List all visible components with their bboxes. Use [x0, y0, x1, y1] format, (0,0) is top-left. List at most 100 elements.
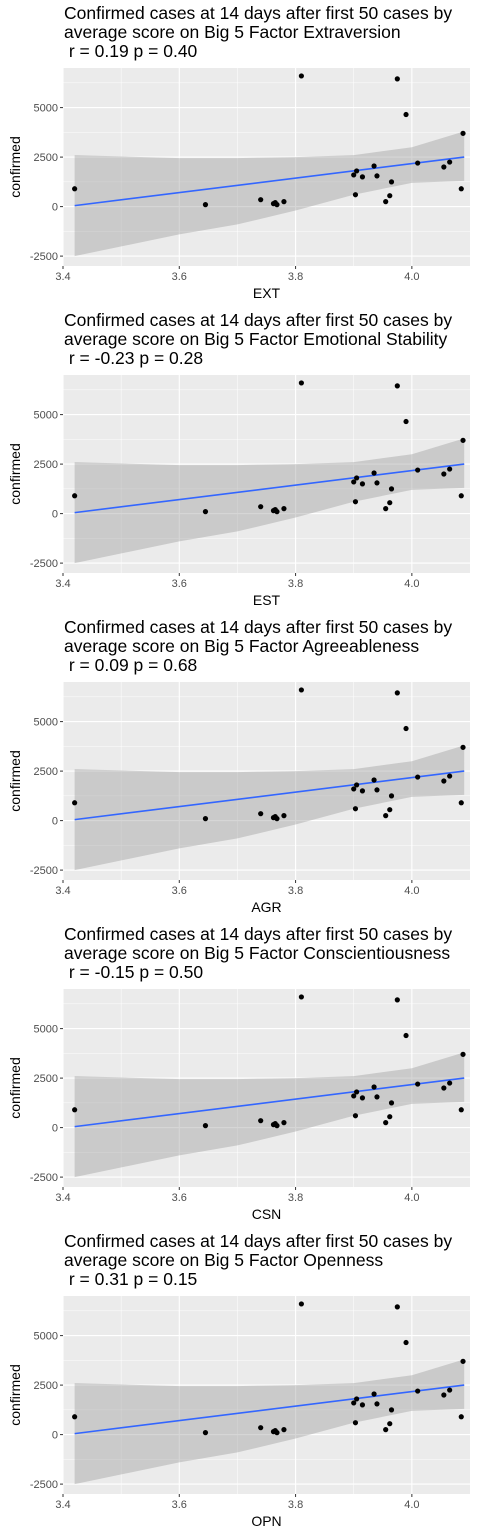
data-point — [354, 782, 359, 787]
x-tick-label: 3.4 — [55, 1192, 70, 1204]
data-point — [389, 1407, 394, 1412]
data-point — [459, 1414, 464, 1419]
x-tick-label: 3.4 — [55, 1499, 70, 1511]
data-point — [281, 199, 286, 204]
data-point — [460, 131, 465, 136]
x-tick-label: 4.0 — [404, 271, 419, 283]
y-tick-label: 2500 — [34, 766, 58, 778]
data-point — [299, 687, 304, 692]
y-tick-label: 0 — [52, 509, 58, 521]
data-point — [415, 1081, 420, 1086]
data-point — [459, 800, 464, 805]
data-point — [387, 500, 392, 505]
y-tick-label: 5000 — [34, 1331, 58, 1343]
data-point — [389, 793, 394, 798]
y-axis-title: confirmed — [7, 1364, 23, 1425]
data-point — [354, 475, 359, 480]
chart-panel-1: 3.4 3.6 3.8 4.0 -2500 0 2500 5000 EXT confirmed C… — [0, 0, 480, 307]
x-tick-label: 3.6 — [172, 885, 187, 897]
data-point — [389, 179, 394, 184]
chart-title: Confirmed cases at 14 days after first 5… — [64, 925, 478, 982]
data-point — [274, 1430, 279, 1435]
data-point — [360, 1402, 365, 1407]
data-point — [387, 193, 392, 198]
data-point — [374, 1401, 379, 1406]
data-point — [441, 164, 446, 169]
data-point — [415, 160, 420, 165]
data-point — [72, 800, 77, 805]
y-tick-label: 2500 — [34, 1380, 58, 1392]
data-point — [447, 1080, 452, 1085]
y-axis-title: confirmed — [7, 443, 23, 504]
data-point — [360, 1095, 365, 1100]
data-point — [403, 1340, 408, 1345]
data-point — [389, 486, 394, 491]
y-tick-label: 5000 — [34, 1024, 58, 1036]
data-point — [415, 1388, 420, 1393]
data-point — [274, 509, 279, 514]
data-point — [258, 504, 263, 509]
x-tick-label: 3.8 — [288, 885, 303, 897]
data-point — [441, 471, 446, 476]
data-point — [258, 811, 263, 816]
data-point — [360, 788, 365, 793]
chart-title: Confirmed cases at 14 days after first 5… — [64, 1232, 478, 1289]
data-point — [299, 1301, 304, 1306]
data-point — [395, 76, 400, 81]
data-point — [395, 690, 400, 695]
x-tick-label: 3.4 — [55, 578, 70, 590]
y-tick-label: 2500 — [34, 1073, 58, 1085]
x-tick-label: 3.8 — [288, 1192, 303, 1204]
y-tick-label: -2500 — [30, 865, 58, 877]
data-point — [203, 1123, 208, 1128]
chart-title: Confirmed cases at 14 days after first 5… — [64, 311, 478, 368]
x-tick-label: 3.4 — [55, 271, 70, 283]
data-point — [460, 1052, 465, 1057]
data-point — [383, 199, 388, 204]
x-tick-label: 4.0 — [404, 1192, 419, 1204]
data-point — [447, 773, 452, 778]
data-point — [203, 509, 208, 514]
y-tick-label: 5000 — [34, 410, 58, 422]
data-point — [387, 807, 392, 812]
data-point — [383, 1427, 388, 1432]
data-point — [387, 1114, 392, 1119]
data-point — [281, 813, 286, 818]
data-point — [383, 813, 388, 818]
chart-panel-2: 3.4 3.6 3.8 4.0 -2500 0 2500 5000 EST confirmed C… — [0, 307, 480, 614]
x-tick-label: 3.6 — [172, 578, 187, 590]
data-point — [72, 1414, 77, 1419]
data-point — [203, 1430, 208, 1435]
x-tick-label: 4.0 — [404, 885, 419, 897]
y-tick-label: 0 — [52, 1123, 58, 1135]
data-point — [353, 806, 358, 811]
data-point — [72, 186, 77, 191]
data-point — [299, 994, 304, 999]
data-point — [281, 1427, 286, 1432]
data-point — [354, 1089, 359, 1094]
y-tick-label: 0 — [52, 202, 58, 214]
data-point — [203, 202, 208, 207]
data-point — [460, 438, 465, 443]
data-point — [258, 1425, 263, 1430]
data-point — [460, 1359, 465, 1364]
y-tick-label: -2500 — [30, 251, 58, 263]
data-point — [203, 816, 208, 821]
data-point — [371, 163, 376, 168]
data-point — [258, 1118, 263, 1123]
data-point — [447, 1387, 452, 1392]
data-point — [395, 997, 400, 1002]
x-tick-label: 3.8 — [288, 578, 303, 590]
data-point — [360, 481, 365, 486]
data-point — [395, 1304, 400, 1309]
x-axis-title: AGR — [251, 899, 281, 915]
y-axis-title: confirmed — [7, 136, 23, 197]
data-point — [403, 726, 408, 731]
data-point — [353, 1420, 358, 1425]
data-point — [360, 174, 365, 179]
data-point — [460, 745, 465, 750]
data-point — [441, 1085, 446, 1090]
data-point — [374, 173, 379, 178]
data-point — [274, 816, 279, 821]
y-axis-title: confirmed — [7, 750, 23, 811]
